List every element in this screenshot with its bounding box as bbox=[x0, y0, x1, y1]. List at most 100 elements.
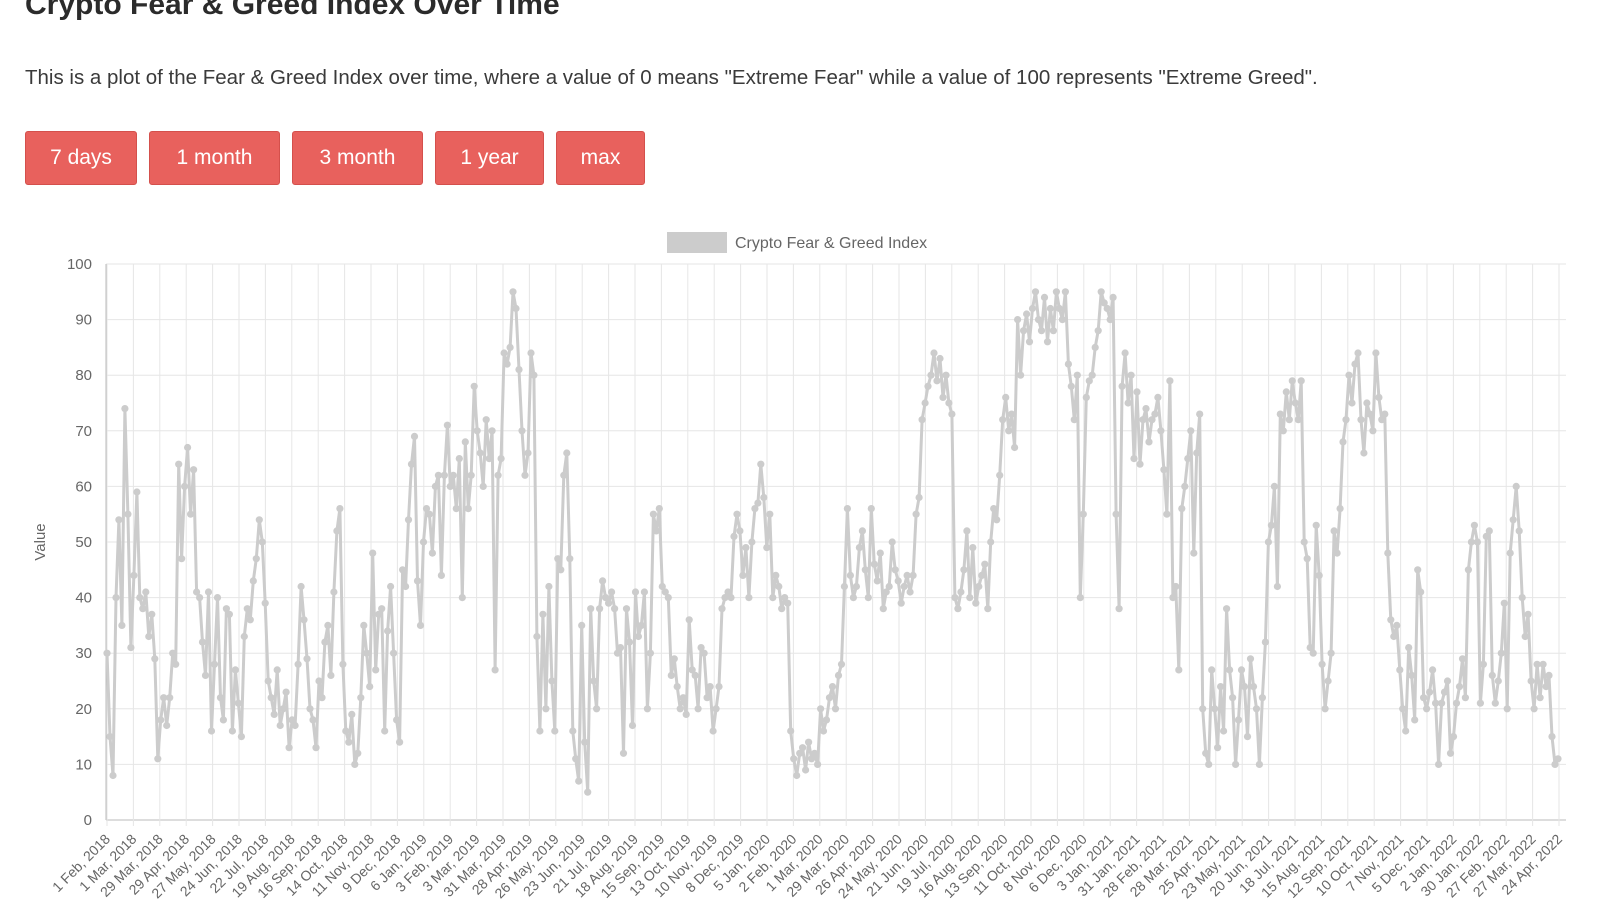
data-point bbox=[145, 632, 153, 641]
data-point bbox=[637, 621, 646, 630]
data-point bbox=[1112, 510, 1120, 518]
data-point bbox=[255, 516, 263, 524]
range-1-month-button[interactable]: 1 month bbox=[149, 131, 280, 185]
data-point bbox=[1064, 360, 1072, 368]
data-point bbox=[1023, 310, 1031, 318]
data-point bbox=[512, 304, 520, 313]
data-point bbox=[1264, 538, 1272, 546]
data-point bbox=[864, 594, 872, 602]
data-point bbox=[1261, 638, 1269, 646]
data-point bbox=[694, 705, 702, 713]
data-point bbox=[151, 655, 159, 663]
data-point bbox=[273, 666, 281, 674]
data-point bbox=[834, 671, 843, 680]
data-point bbox=[1073, 371, 1081, 379]
data-point bbox=[921, 399, 929, 407]
data-point bbox=[193, 588, 201, 596]
data-point bbox=[867, 505, 875, 513]
data-point bbox=[894, 577, 902, 585]
data-point bbox=[852, 582, 861, 591]
data-point bbox=[524, 449, 532, 457]
page-title: Crypto Fear & Greed Index Over Time bbox=[25, 0, 560, 21]
data-point bbox=[933, 377, 941, 385]
data-point bbox=[437, 571, 445, 580]
data-point bbox=[449, 471, 457, 479]
data-point bbox=[1399, 705, 1407, 713]
data-point bbox=[814, 760, 822, 769]
data-point bbox=[1011, 443, 1019, 452]
data-point bbox=[1390, 632, 1398, 641]
data-point bbox=[503, 360, 511, 368]
data-point bbox=[1461, 694, 1469, 702]
data-point bbox=[339, 660, 347, 668]
data-point bbox=[1246, 655, 1255, 663]
data-point bbox=[1058, 316, 1066, 324]
data-point bbox=[876, 549, 884, 557]
data-point bbox=[828, 683, 837, 691]
data-point bbox=[1232, 760, 1240, 769]
data-point bbox=[619, 749, 628, 757]
data-point bbox=[790, 755, 798, 763]
data-point bbox=[515, 366, 523, 374]
data-point bbox=[428, 549, 436, 557]
data-point bbox=[184, 443, 192, 452]
data-point bbox=[1020, 327, 1028, 335]
y-tick-label: 50 bbox=[75, 534, 92, 551]
data-point bbox=[407, 460, 416, 468]
range-3-month-button[interactable]: 3 month bbox=[292, 131, 423, 185]
data-point bbox=[1288, 377, 1296, 385]
data-point bbox=[563, 449, 571, 457]
data-point bbox=[333, 527, 341, 535]
data-point bbox=[1040, 293, 1049, 301]
data-point bbox=[1488, 671, 1496, 680]
data-point bbox=[548, 677, 556, 685]
data-point bbox=[1363, 399, 1371, 407]
data-point bbox=[1061, 288, 1069, 296]
data-point bbox=[455, 455, 463, 463]
data-point bbox=[664, 594, 672, 602]
data-point bbox=[1458, 655, 1467, 663]
data-point bbox=[431, 482, 439, 490]
data-point bbox=[843, 505, 852, 513]
data-point bbox=[413, 577, 422, 585]
data-point bbox=[1294, 416, 1302, 424]
data-point bbox=[539, 610, 547, 618]
data-point bbox=[1360, 449, 1368, 457]
data-point bbox=[381, 727, 389, 735]
data-point bbox=[210, 660, 219, 668]
data-point bbox=[157, 716, 165, 724]
data-point bbox=[625, 638, 634, 646]
data-point bbox=[631, 588, 640, 596]
data-point bbox=[163, 721, 171, 730]
data-point bbox=[1100, 299, 1108, 307]
data-point bbox=[306, 705, 314, 713]
data-point bbox=[1196, 410, 1204, 418]
data-point bbox=[924, 382, 932, 390]
data-point bbox=[1121, 349, 1129, 357]
y-axis-label: Value bbox=[32, 523, 49, 560]
y-tick-label: 10 bbox=[75, 756, 92, 773]
range-1-year-button[interactable]: 1 year bbox=[435, 131, 544, 185]
data-point bbox=[1375, 393, 1383, 401]
data-point bbox=[712, 705, 720, 713]
data-point bbox=[700, 649, 708, 657]
data-point bbox=[1300, 538, 1308, 546]
data-point bbox=[336, 505, 344, 513]
data-point bbox=[1154, 393, 1162, 401]
data-point bbox=[387, 582, 395, 591]
data-point bbox=[1423, 705, 1431, 713]
data-point bbox=[1229, 694, 1237, 702]
data-point bbox=[330, 588, 338, 596]
data-point bbox=[1025, 338, 1034, 346]
data-point bbox=[1554, 755, 1562, 763]
data-point bbox=[679, 694, 687, 702]
range-7-days-button[interactable]: 7 days bbox=[25, 131, 137, 185]
y-tick-label: 90 bbox=[75, 312, 92, 329]
data-point bbox=[849, 594, 858, 602]
data-point bbox=[366, 683, 374, 691]
data-point bbox=[1336, 505, 1344, 513]
data-point bbox=[1536, 694, 1544, 702]
range-max-button[interactable]: max bbox=[556, 131, 645, 185]
data-point bbox=[1103, 304, 1111, 313]
